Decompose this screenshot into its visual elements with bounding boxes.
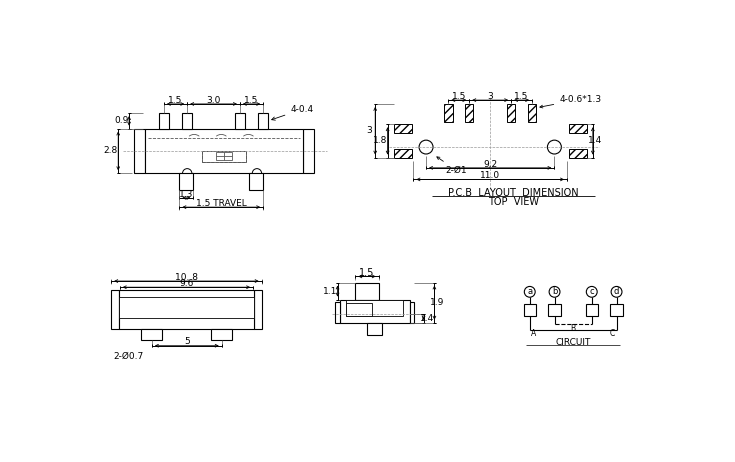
Text: P.C.B  LAYOUT  DIMENSION: P.C.B LAYOUT DIMENSION [448, 188, 578, 198]
Bar [586, 304, 598, 316]
Text: 2-Ø0.7: 2-Ø0.7 [114, 352, 144, 361]
Text: 4-0.6*1.3: 4-0.6*1.3 [540, 95, 601, 108]
Circle shape [252, 169, 262, 178]
Text: 11.0: 11.0 [480, 171, 501, 180]
Text: 1.4: 1.4 [420, 314, 434, 323]
Text: 1.5: 1.5 [514, 92, 528, 101]
Text: C: C [610, 329, 615, 338]
Circle shape [587, 286, 597, 297]
Text: B: B [570, 323, 576, 333]
Bar [179, 173, 193, 190]
Text: 2-Ø1: 2-Ø1 [437, 157, 467, 175]
Bar [202, 151, 245, 162]
Text: 1.8: 1.8 [373, 136, 387, 146]
Text: 3.0: 3.0 [207, 96, 220, 104]
Bar [444, 104, 453, 122]
Bar [356, 283, 379, 299]
Bar [528, 104, 537, 122]
Bar [346, 299, 404, 316]
Bar [159, 113, 169, 128]
Text: A: A [531, 329, 537, 338]
Bar [548, 304, 561, 316]
Text: b: b [552, 287, 557, 296]
Bar [568, 149, 587, 158]
Text: 1.5 TRAVEL: 1.5 TRAVEL [196, 199, 247, 208]
Circle shape [549, 286, 560, 297]
Bar [216, 152, 232, 160]
Text: 1.9: 1.9 [430, 298, 445, 307]
Text: 1.3: 1.3 [179, 189, 193, 199]
Text: 1.5: 1.5 [451, 92, 466, 101]
Bar [367, 322, 382, 335]
Bar [340, 299, 409, 322]
Bar [335, 302, 340, 322]
Text: 3: 3 [487, 92, 493, 101]
Bar [182, 113, 193, 128]
Bar [258, 113, 268, 128]
Text: a: a [527, 287, 532, 296]
Text: 3: 3 [366, 126, 372, 135]
Text: 9,2: 9,2 [483, 159, 498, 169]
Bar [211, 329, 232, 340]
Circle shape [611, 286, 622, 297]
Text: 1.5: 1.5 [244, 96, 259, 104]
Circle shape [419, 140, 433, 154]
Text: c: c [589, 287, 594, 296]
Bar [610, 304, 623, 316]
Text: 1.4: 1.4 [588, 136, 602, 146]
Bar [394, 124, 412, 133]
Bar [568, 124, 587, 133]
Bar [304, 128, 315, 173]
Bar [119, 290, 254, 329]
Bar [141, 329, 162, 340]
Bar [507, 104, 515, 122]
Text: 0.9: 0.9 [114, 116, 129, 125]
Text: 1.1: 1.1 [323, 286, 337, 296]
Text: 1.5: 1.5 [359, 267, 375, 278]
Bar [249, 173, 263, 190]
Circle shape [182, 169, 192, 178]
Bar [119, 297, 254, 318]
Bar [346, 304, 373, 316]
Bar [134, 128, 145, 173]
Bar [254, 290, 262, 329]
Text: 9.6: 9.6 [179, 279, 193, 288]
Text: 5: 5 [184, 337, 190, 346]
Text: 4-0.4: 4-0.4 [272, 105, 313, 120]
Bar [409, 302, 415, 322]
Bar [465, 104, 473, 122]
Text: 2.8: 2.8 [104, 146, 118, 155]
Text: TOP  VIEW: TOP VIEW [488, 197, 539, 207]
Bar [145, 128, 304, 173]
Circle shape [548, 140, 562, 154]
Text: CIRCUIT: CIRCUIT [556, 338, 591, 347]
Bar [235, 113, 245, 128]
Text: 1.5: 1.5 [168, 96, 183, 104]
Text: 10. 8: 10. 8 [175, 273, 198, 282]
Circle shape [524, 286, 535, 297]
Bar [523, 304, 536, 316]
Text: d: d [614, 287, 619, 296]
Bar [394, 149, 412, 158]
Bar [111, 290, 119, 329]
